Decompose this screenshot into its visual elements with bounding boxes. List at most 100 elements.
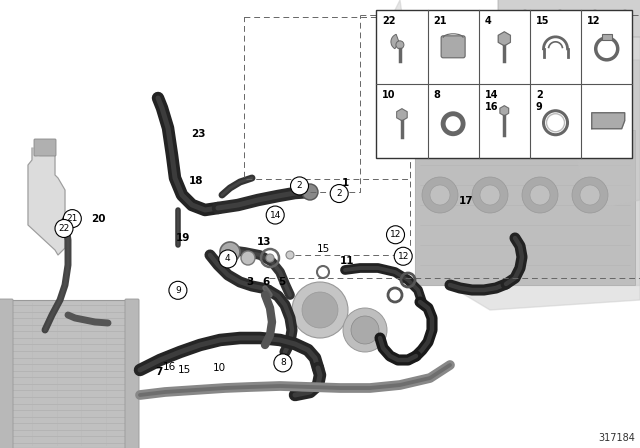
Bar [444, 60, 488, 120]
Text: 15: 15 [536, 16, 549, 26]
Bar [516, 60, 560, 120]
Bar [588, 60, 632, 120]
Circle shape [241, 251, 255, 265]
Text: 2: 2 [337, 189, 342, 198]
Text: 20: 20 [91, 214, 105, 224]
Circle shape [330, 185, 348, 202]
Circle shape [472, 177, 508, 213]
Text: 6: 6 [262, 277, 269, 287]
Circle shape [302, 292, 338, 328]
Circle shape [530, 185, 550, 205]
Bar [0, 300, 138, 448]
Circle shape [394, 247, 412, 265]
Text: 9: 9 [536, 102, 543, 112]
Text: 16: 16 [484, 102, 498, 112]
Wedge shape [516, 60, 560, 82]
Circle shape [343, 308, 387, 352]
Circle shape [620, 10, 630, 20]
Bar [552, 60, 596, 120]
Text: 23: 23 [191, 129, 205, 138]
Bar [376, 10, 632, 158]
Circle shape [63, 210, 81, 228]
Circle shape [55, 220, 73, 237]
FancyBboxPatch shape [0, 299, 13, 448]
Text: 16: 16 [163, 362, 175, 372]
Circle shape [286, 251, 294, 259]
Text: 2: 2 [536, 90, 543, 100]
Text: 22: 22 [382, 16, 396, 26]
Circle shape [520, 10, 530, 20]
Wedge shape [552, 60, 596, 82]
Circle shape [555, 10, 565, 20]
Wedge shape [391, 34, 399, 49]
Polygon shape [415, 20, 640, 285]
Circle shape [291, 177, 308, 195]
Wedge shape [444, 60, 488, 82]
Text: 15: 15 [178, 365, 191, 375]
Circle shape [430, 185, 450, 205]
Text: 8: 8 [433, 90, 440, 100]
Text: 3: 3 [246, 277, 253, 287]
Circle shape [169, 281, 187, 299]
Text: 11: 11 [340, 256, 355, 266]
Circle shape [387, 226, 404, 244]
Circle shape [302, 184, 318, 200]
Circle shape [292, 282, 348, 338]
Circle shape [522, 177, 558, 213]
Circle shape [351, 316, 379, 344]
Bar [602, 34, 612, 40]
Circle shape [572, 177, 608, 213]
Text: 12: 12 [397, 252, 409, 261]
Polygon shape [499, 32, 510, 46]
Text: 8: 8 [280, 358, 285, 367]
Polygon shape [397, 109, 407, 121]
Text: 12: 12 [390, 230, 401, 239]
FancyBboxPatch shape [125, 299, 139, 448]
Polygon shape [592, 113, 625, 129]
Text: 2: 2 [297, 181, 302, 190]
Polygon shape [570, 60, 640, 210]
Circle shape [580, 185, 600, 205]
Text: 18: 18 [189, 177, 203, 186]
Circle shape [396, 41, 404, 49]
Text: 21: 21 [67, 214, 78, 223]
Wedge shape [588, 60, 632, 82]
Text: 10: 10 [382, 90, 396, 100]
Wedge shape [408, 60, 452, 82]
Text: 14: 14 [484, 90, 498, 100]
Text: 4: 4 [225, 254, 230, 263]
Circle shape [590, 10, 600, 20]
Bar [408, 60, 452, 120]
Circle shape [422, 177, 458, 213]
Text: 317184: 317184 [598, 433, 635, 443]
Text: 12: 12 [587, 16, 600, 26]
FancyBboxPatch shape [441, 36, 465, 58]
Text: 15: 15 [317, 244, 330, 254]
Text: 14: 14 [269, 211, 281, 220]
Text: 13: 13 [257, 237, 271, 247]
Circle shape [219, 250, 237, 268]
FancyBboxPatch shape [34, 139, 56, 156]
FancyBboxPatch shape [415, 130, 635, 285]
Circle shape [274, 354, 292, 372]
Circle shape [266, 254, 274, 262]
Text: 5: 5 [278, 277, 285, 287]
Circle shape [220, 242, 240, 262]
Circle shape [266, 206, 284, 224]
Text: 1: 1 [342, 178, 349, 188]
Text: 7: 7 [155, 367, 163, 377]
Polygon shape [28, 148, 65, 255]
FancyBboxPatch shape [498, 0, 640, 37]
Text: 17: 17 [459, 196, 473, 206]
Text: 21: 21 [433, 16, 447, 26]
Polygon shape [380, 0, 640, 310]
Text: 9: 9 [175, 286, 180, 295]
Text: 10: 10 [213, 363, 226, 373]
Text: 22: 22 [58, 224, 70, 233]
Circle shape [480, 185, 500, 205]
Polygon shape [500, 106, 509, 116]
Text: 4: 4 [484, 16, 492, 26]
Wedge shape [480, 60, 524, 82]
Bar [480, 60, 524, 120]
Text: 19: 19 [176, 233, 190, 243]
